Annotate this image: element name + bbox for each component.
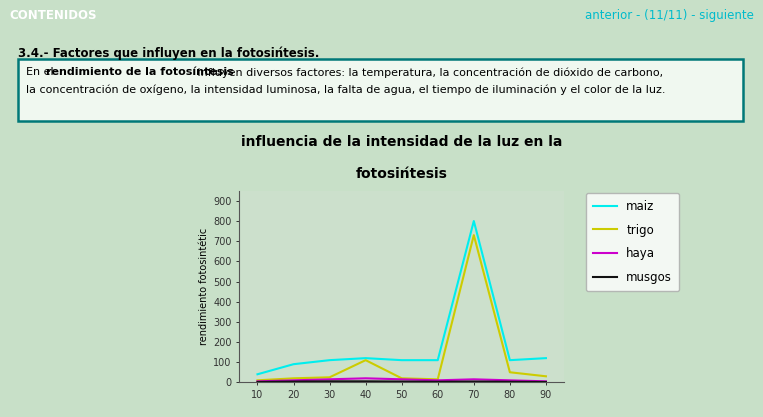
musgos bbox=[469, 379, 478, 384]
maiz bbox=[541, 356, 550, 361]
Line: maiz: maiz bbox=[257, 221, 546, 374]
haya bbox=[325, 377, 334, 382]
haya bbox=[289, 378, 298, 383]
Text: anterior - (11/11) - siguiente: anterior - (11/11) - siguiente bbox=[585, 9, 754, 22]
trigo bbox=[541, 374, 550, 379]
Text: En el: En el bbox=[26, 67, 57, 77]
Text: influyen diversos factores: la temperatura, la concentración de dióxido de carbo: influyen diversos factores: la temperatu… bbox=[194, 67, 663, 78]
maiz bbox=[289, 362, 298, 367]
Y-axis label: rendimiento fotosintétic: rendimiento fotosintétic bbox=[199, 228, 209, 345]
maiz bbox=[325, 358, 334, 363]
trigo bbox=[433, 377, 443, 382]
haya bbox=[253, 379, 262, 384]
Text: CONTENIDOS: CONTENIDOS bbox=[9, 9, 97, 22]
Text: fotosińtesis: fotosińtesis bbox=[356, 167, 448, 181]
musgos bbox=[325, 379, 334, 384]
haya bbox=[505, 378, 514, 383]
Text: influencia de la intensidad de la luz en la: influencia de la intensidad de la luz en… bbox=[241, 135, 562, 149]
maiz bbox=[469, 219, 478, 224]
trigo bbox=[469, 233, 478, 238]
trigo bbox=[253, 378, 262, 383]
Line: haya: haya bbox=[257, 378, 546, 381]
haya bbox=[397, 377, 406, 382]
musgos bbox=[289, 379, 298, 384]
Line: musgos: musgos bbox=[257, 381, 546, 382]
trigo bbox=[325, 375, 334, 380]
haya bbox=[469, 377, 478, 382]
maiz bbox=[253, 372, 262, 377]
haya bbox=[433, 378, 443, 383]
Line: trigo: trigo bbox=[257, 235, 546, 380]
musgos bbox=[361, 379, 370, 384]
musgos bbox=[397, 379, 406, 384]
musgos bbox=[433, 379, 443, 384]
musgos bbox=[505, 379, 514, 384]
Legend: maiz, trigo, haya, musgos: maiz, trigo, haya, musgos bbox=[586, 193, 679, 291]
haya bbox=[541, 379, 550, 384]
FancyBboxPatch shape bbox=[18, 59, 743, 121]
Text: rendimiento de la fotosíntesis: rendimiento de la fotosíntesis bbox=[46, 67, 233, 77]
maiz bbox=[433, 358, 443, 363]
trigo bbox=[397, 376, 406, 381]
haya bbox=[361, 376, 370, 381]
maiz bbox=[505, 358, 514, 363]
Text: 3.4.- Factores que influyen en la fotosińtesis.: 3.4.- Factores que influyen en la fotosi… bbox=[18, 46, 320, 60]
trigo bbox=[361, 358, 370, 363]
maiz bbox=[397, 358, 406, 363]
trigo bbox=[289, 376, 298, 381]
musgos bbox=[253, 379, 262, 384]
musgos bbox=[541, 379, 550, 384]
Text: la concentración de oxígeno, la intensidad luminosa, la falta de agua, el tiempo: la concentración de oxígeno, la intensid… bbox=[26, 84, 665, 95]
maiz bbox=[361, 356, 370, 361]
trigo bbox=[505, 370, 514, 375]
